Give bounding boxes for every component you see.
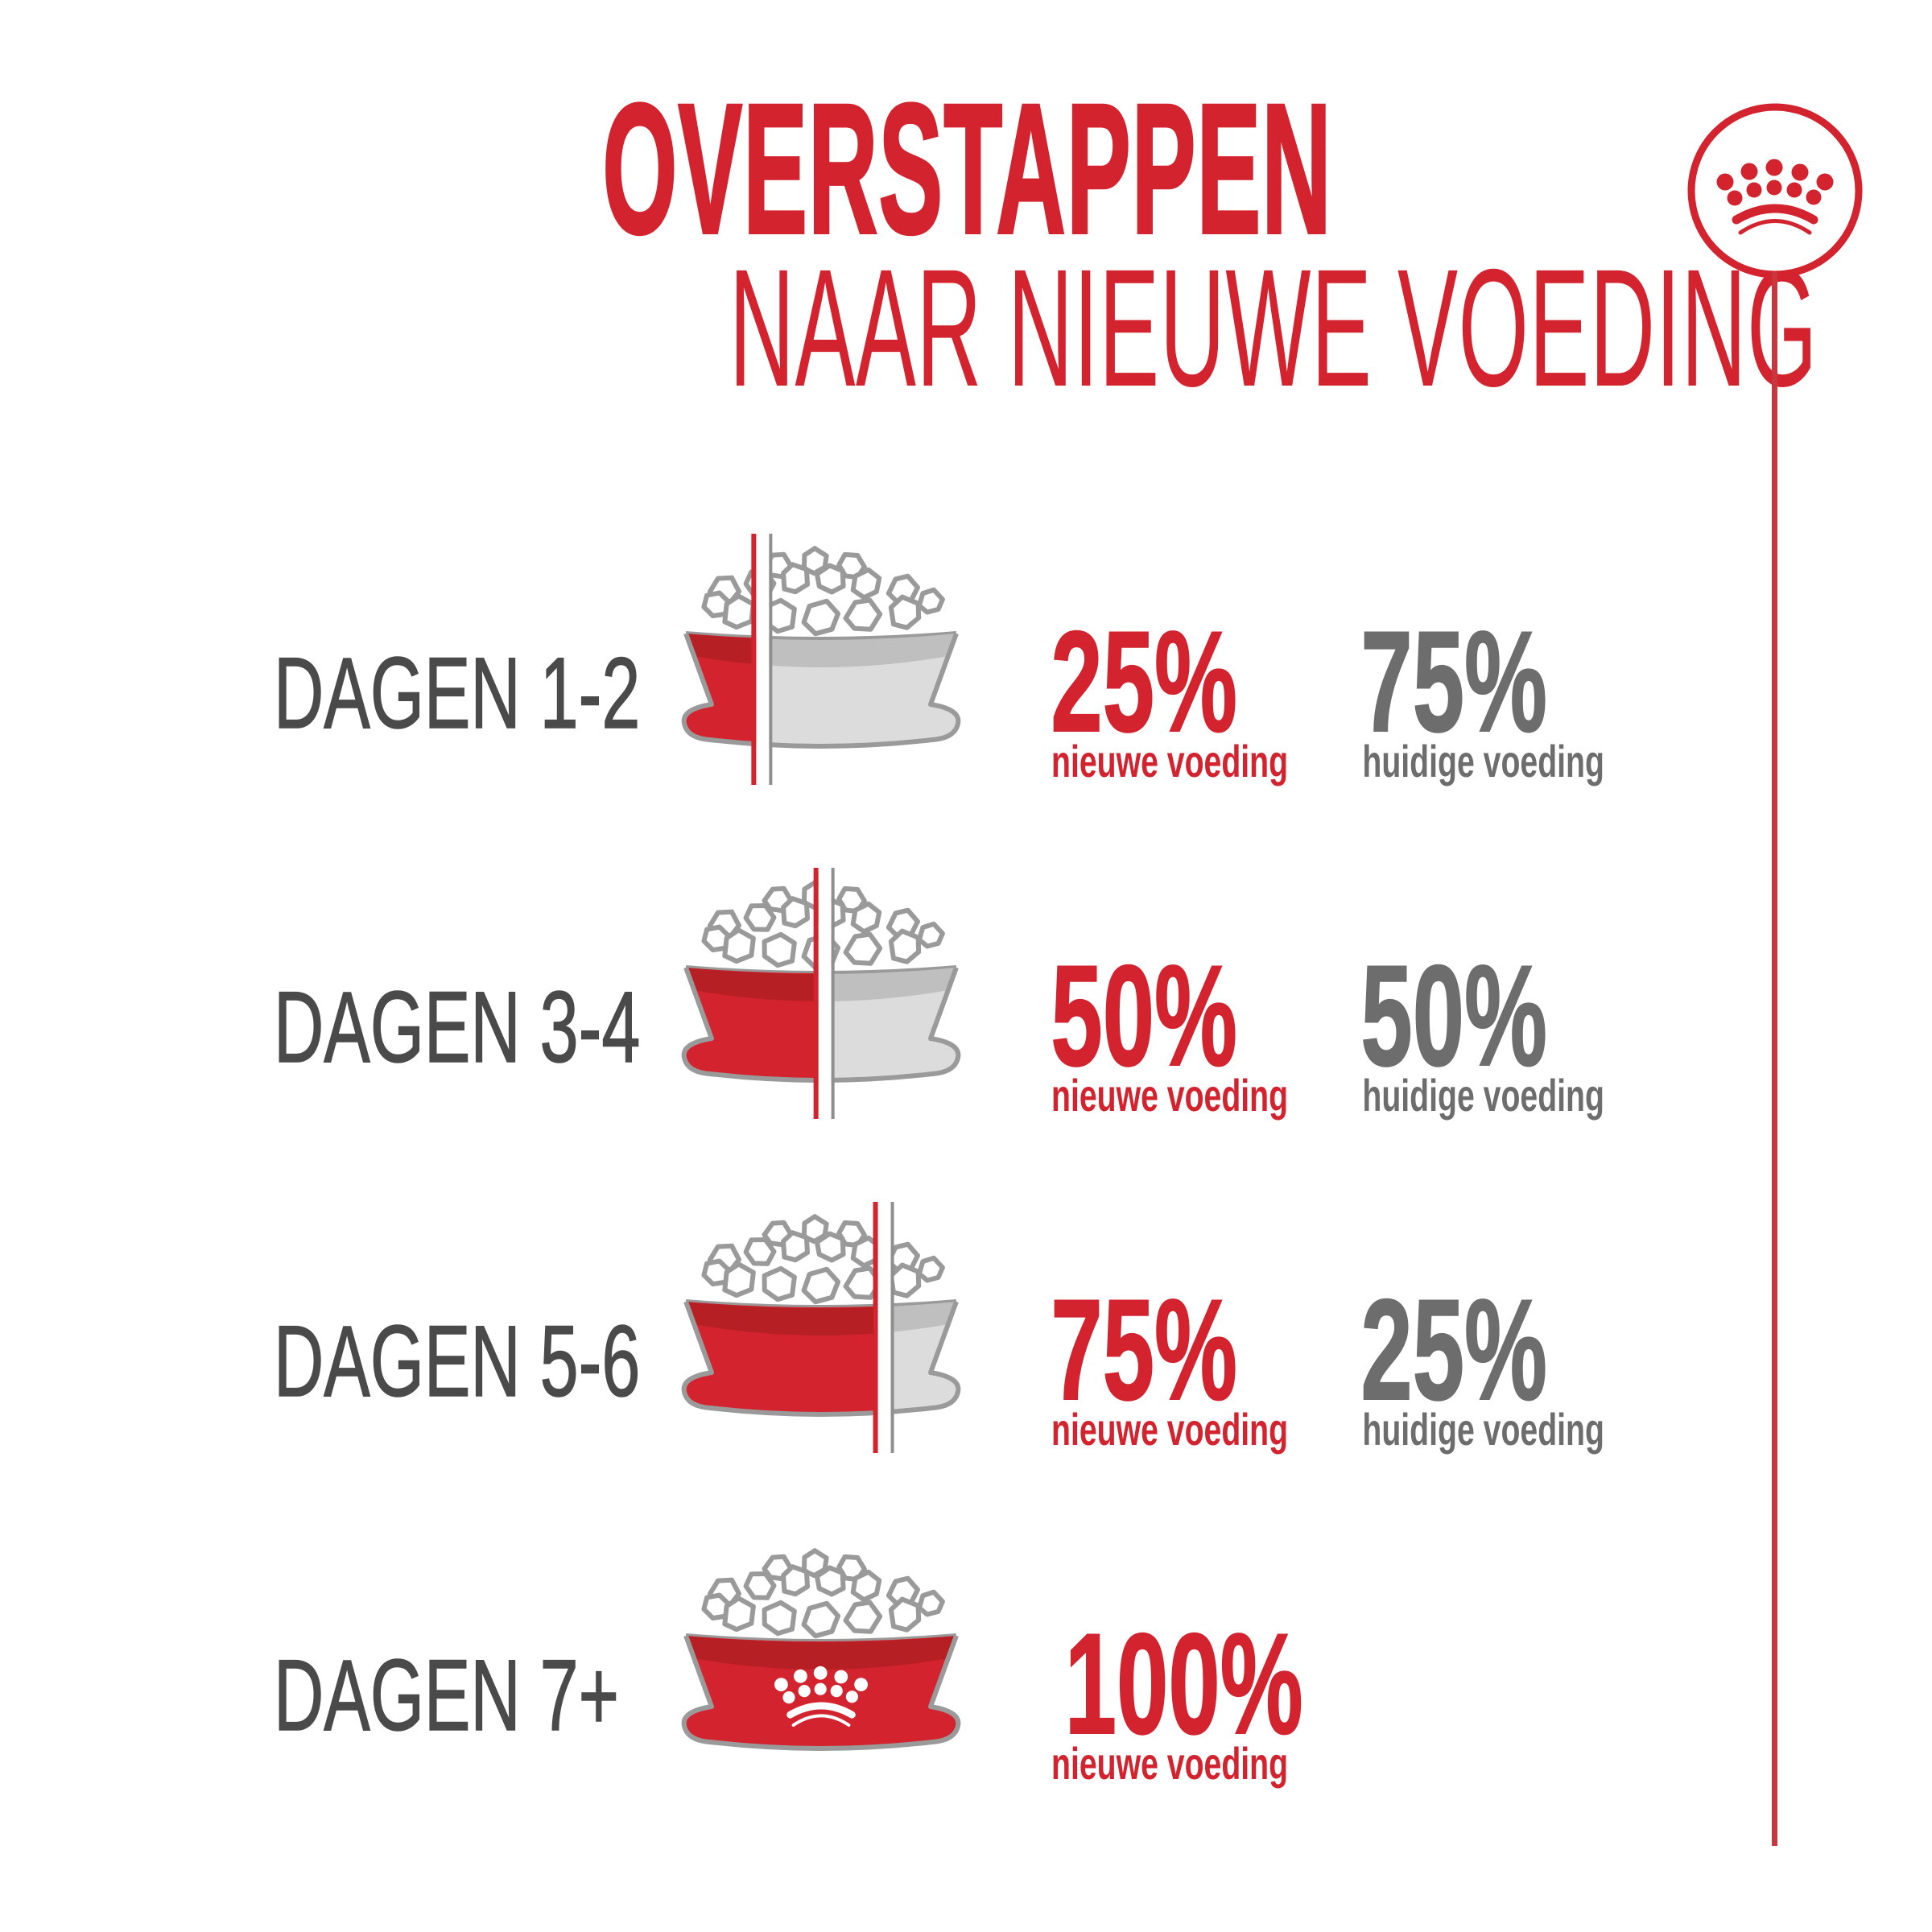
day-range-label: DAGEN 5-6 — [273, 1306, 641, 1418]
royal-canin-crown-icon — [1687, 103, 1863, 279]
current-food-percent: 25% — [1360, 1269, 1548, 1430]
divider-red-line — [873, 1202, 878, 1453]
new-food-caption: nieuwe voeding — [1051, 1404, 1289, 1455]
new-food-percent: 25% — [1051, 601, 1238, 762]
day-range-label: DAGEN 1-2 — [273, 638, 641, 749]
food-bowl-50-new — [681, 868, 961, 1119]
food-bowl-100-new — [681, 1548, 961, 1751]
current-food-caption: huidige voeding — [1362, 736, 1604, 786]
page-title-text: OVERSTAPPEN — [601, 65, 1332, 272]
transition-row: DAGEN 5-6 75% nieuwe voeding 25% huidige… — [0, 1179, 1932, 1534]
timeline-line — [1772, 272, 1777, 1846]
new-food-percent: 50% — [1051, 935, 1238, 1096]
divider-gray-line — [890, 1202, 894, 1453]
page-subtitle: NAAR NIEUWE VOEDING — [266, 245, 1817, 412]
new-food-caption: nieuwe voeding — [1051, 736, 1289, 786]
page-title: OVERSTAPPEN — [266, 65, 1554, 272]
new-food-caption: nieuwe voeding — [1051, 1738, 1289, 1789]
transition-row: DAGEN 3-4 50% nieuwe voeding 50% huidige… — [0, 845, 1932, 1199]
divider-gray-line — [769, 534, 773, 785]
food-bowl — [676, 1194, 966, 1464]
food-bowl — [676, 526, 966, 796]
day-range-label: DAGEN 3-4 — [273, 972, 641, 1084]
current-food-caption: huidige voeding — [1362, 1070, 1604, 1121]
transition-row: DAGEN 1-2 25% nieuwe voeding 75% huidige… — [0, 511, 1932, 865]
food-bowl — [676, 860, 966, 1130]
food-bowl-25-new — [681, 534, 961, 785]
current-food-percent: 75% — [1360, 601, 1548, 762]
new-food-caption: nieuwe voeding — [1051, 1070, 1289, 1121]
current-food-percent: 50% — [1360, 935, 1548, 1096]
transition-row: DAGEN 7+ 100% nieuwe voeding — [0, 1513, 1932, 1868]
new-food-percent: 100% — [1064, 1604, 1303, 1764]
divider-red-line — [813, 868, 819, 1119]
food-bowl — [676, 1528, 966, 1798]
divider-gray-line — [831, 868, 835, 1119]
new-food-percent: 75% — [1051, 1269, 1238, 1430]
current-food-caption: huidige voeding — [1362, 1404, 1604, 1455]
divider-red-line — [751, 534, 757, 785]
page-subtitle-text: NAAR NIEUWE VOEDING — [729, 235, 1818, 422]
food-bowl-75-new — [681, 1202, 961, 1453]
day-range-label: DAGEN 7+ — [273, 1640, 620, 1752]
